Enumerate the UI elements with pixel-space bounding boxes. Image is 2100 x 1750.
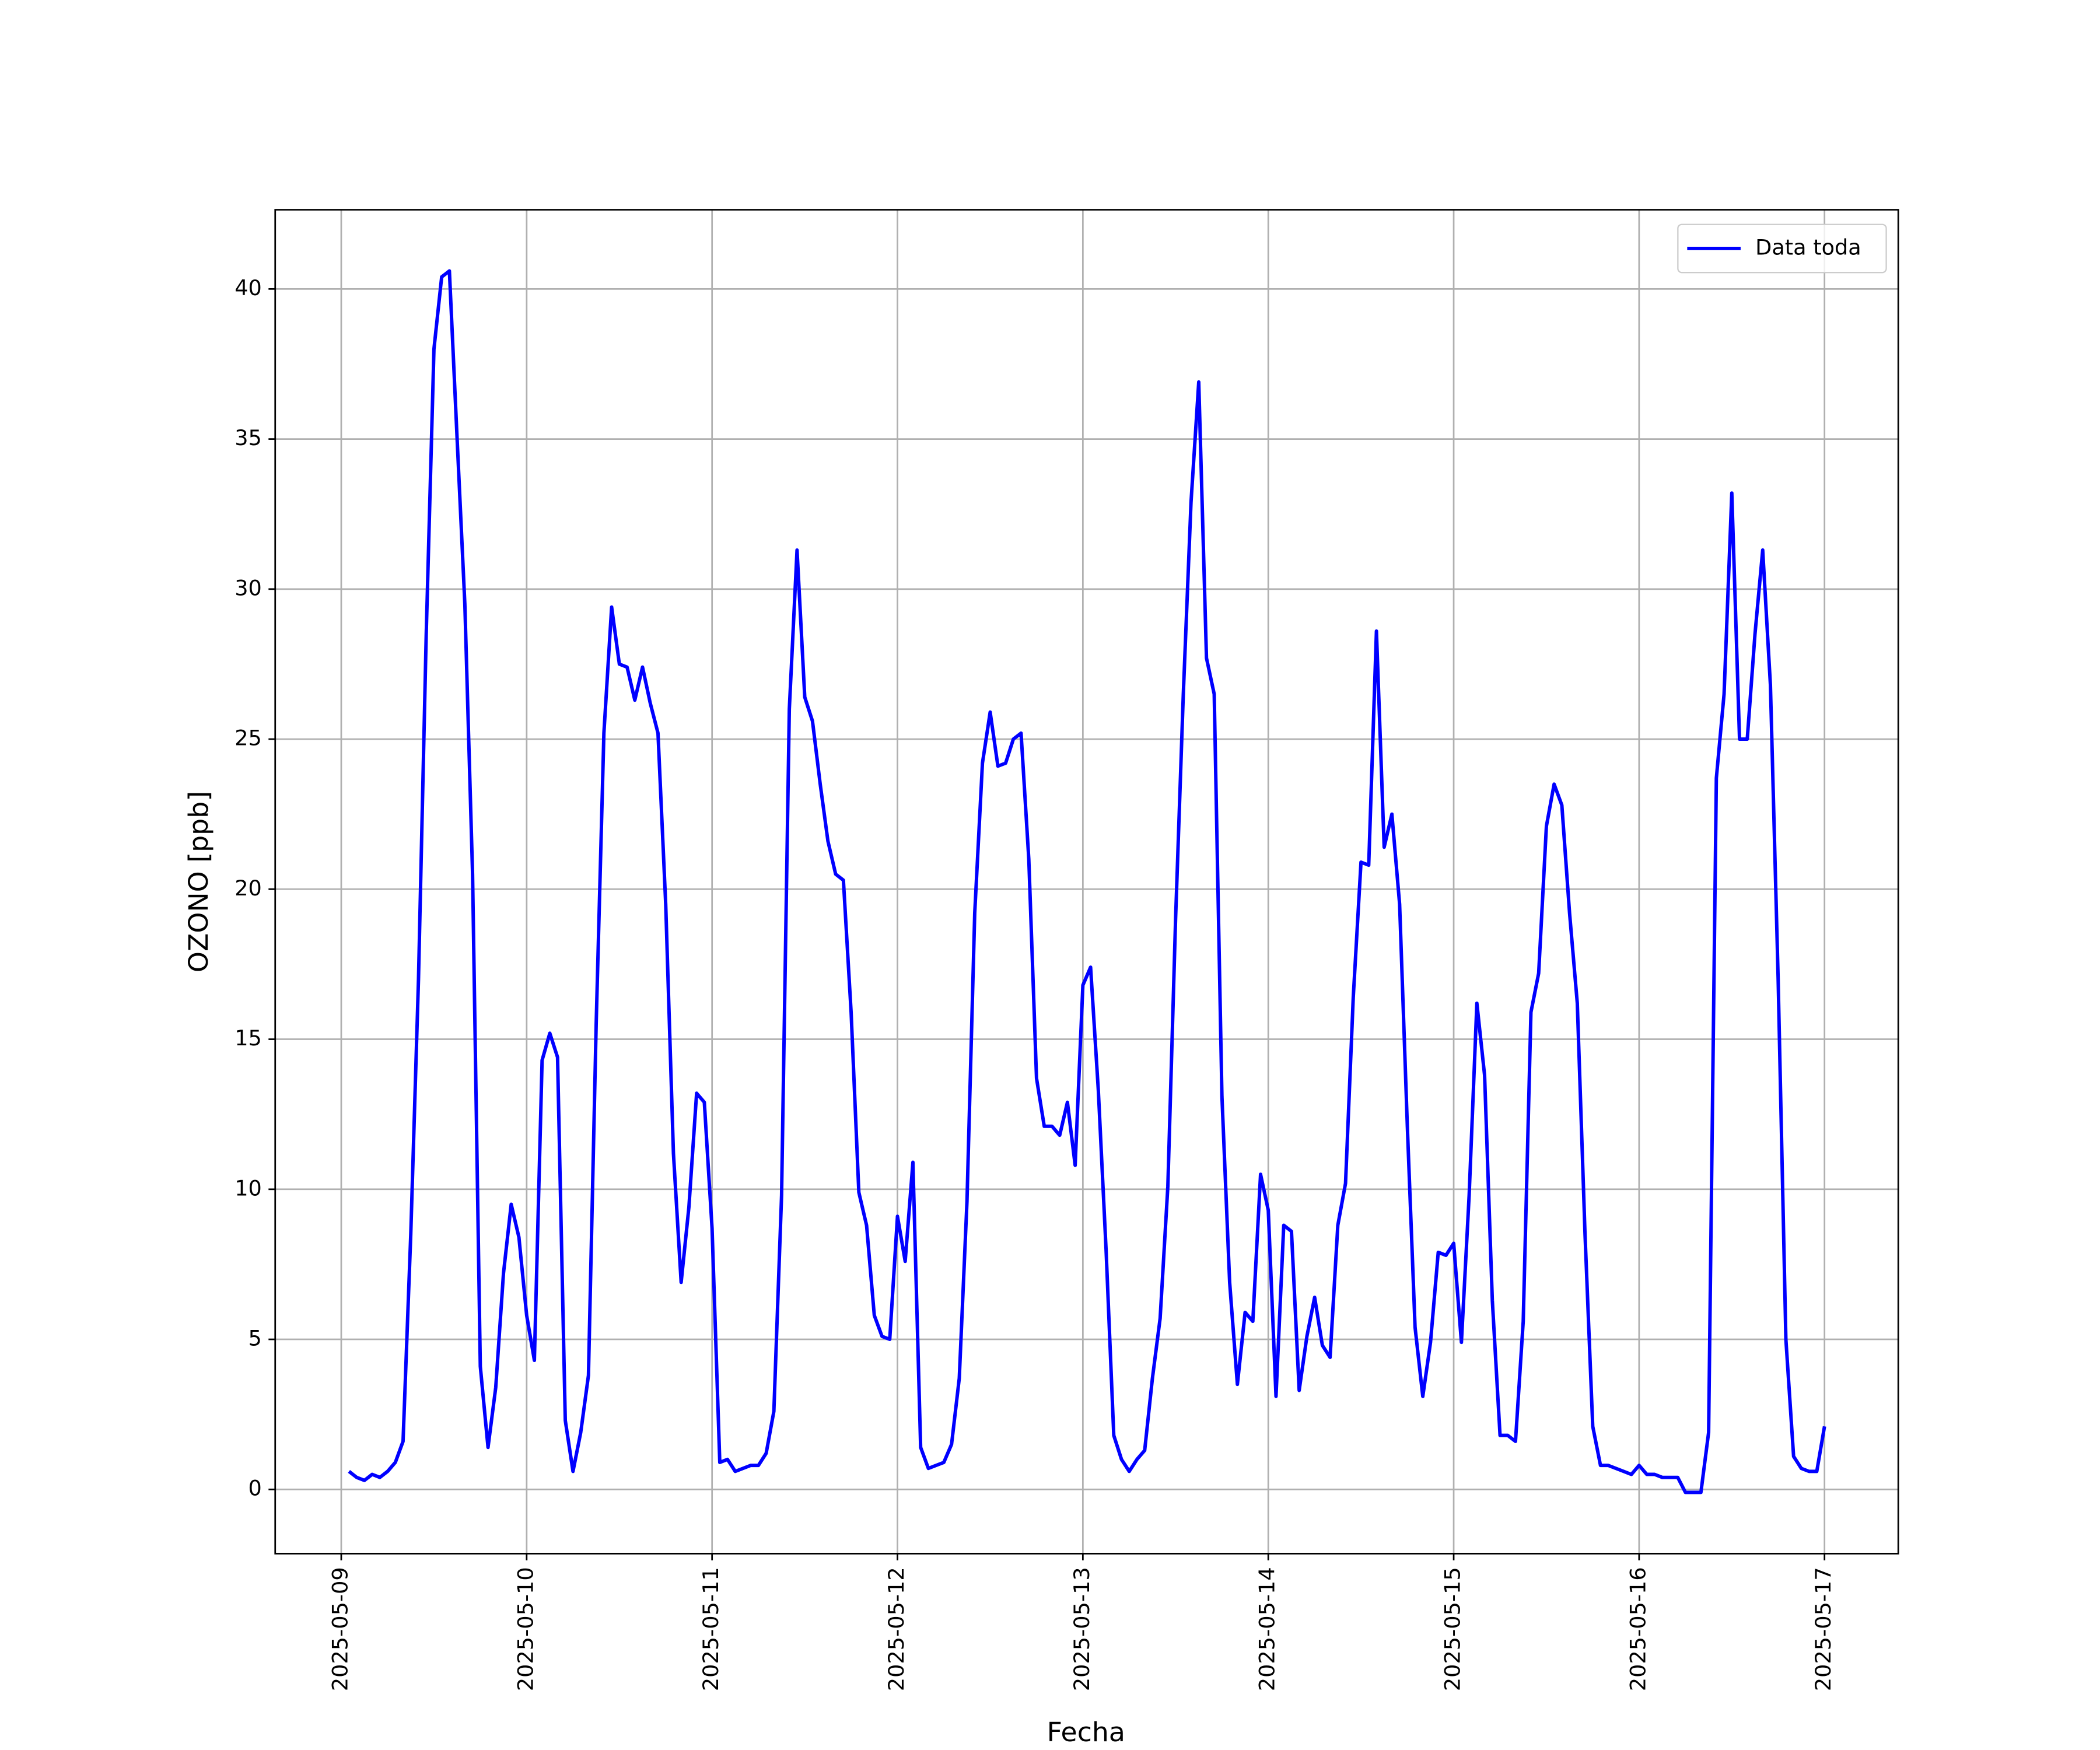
data-line xyxy=(348,269,1826,1494)
y-tick-label: 10 xyxy=(235,1175,262,1200)
y-tick-label: 35 xyxy=(235,425,262,450)
x-tick-label: 2025-05-09 xyxy=(327,1567,352,1691)
plot-frame xyxy=(274,209,1899,1555)
legend-label: Data toda xyxy=(1755,235,1861,260)
y-tick-label: 5 xyxy=(249,1326,262,1351)
y-tick-label: 15 xyxy=(235,1026,262,1051)
x-tick-label: 2025-05-15 xyxy=(1440,1567,1465,1691)
y-tick-label: 30 xyxy=(235,575,262,600)
y-tick-label: 40 xyxy=(235,275,262,300)
x-tick-label: 2025-05-13 xyxy=(1069,1567,1094,1691)
y-tick-label: 20 xyxy=(235,876,262,901)
legend-box xyxy=(1677,223,1887,274)
y-tick-label: 0 xyxy=(249,1476,262,1501)
x-tick-label: 2025-05-11 xyxy=(698,1567,723,1691)
x-tick-label: 2025-05-14 xyxy=(1255,1567,1280,1691)
x-tick-label: 2025-05-16 xyxy=(1625,1567,1650,1691)
legend: Data toda xyxy=(1677,223,1887,274)
x-tick-label: 2025-05-10 xyxy=(513,1567,538,1691)
x-axis-label: Fecha xyxy=(1047,1716,1125,1748)
background xyxy=(13,0,2087,1750)
x-tick-label: 2025-05-12 xyxy=(884,1567,909,1691)
y-tick-label: 25 xyxy=(235,726,262,751)
x-tick-label: 2025-05-17 xyxy=(1811,1567,1836,1691)
y-axis-label: OZONO [ppb] xyxy=(183,791,214,972)
